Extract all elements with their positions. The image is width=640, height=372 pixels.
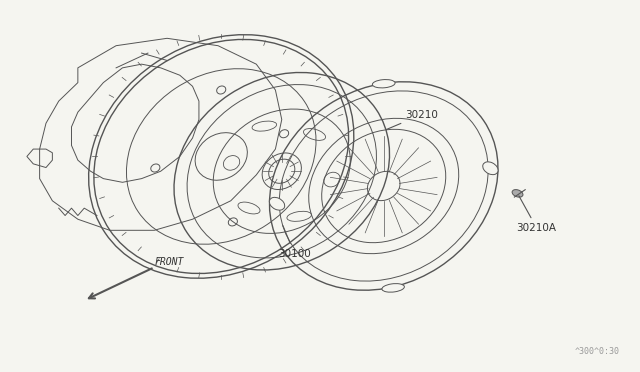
Text: 30210A: 30210A <box>516 196 557 233</box>
Ellipse shape <box>269 198 285 210</box>
Text: 30210: 30210 <box>387 109 438 129</box>
Ellipse shape <box>483 162 498 174</box>
Ellipse shape <box>382 283 404 292</box>
Text: 30100: 30100 <box>278 225 311 259</box>
Text: FRONT: FRONT <box>154 257 184 267</box>
Ellipse shape <box>512 190 523 197</box>
Text: ^300^0:30: ^300^0:30 <box>575 347 620 356</box>
Ellipse shape <box>372 80 395 88</box>
